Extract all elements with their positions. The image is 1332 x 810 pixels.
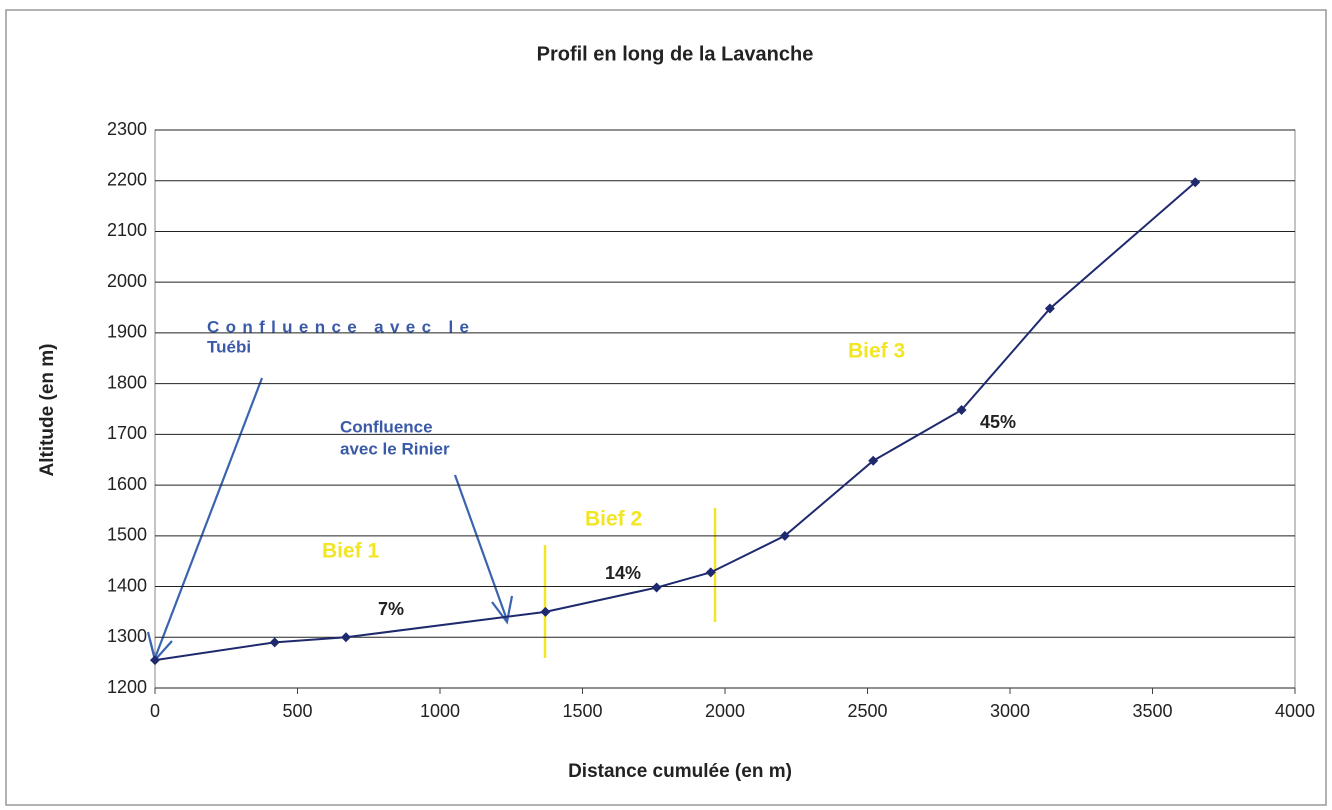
- y-tick-label: 1400: [107, 575, 147, 595]
- y-axis-title: Altitude (en m): [37, 344, 58, 477]
- x-tick-label: 2500: [847, 701, 887, 721]
- x-tick-label: 3000: [990, 701, 1030, 721]
- annotation: 7%: [378, 599, 404, 619]
- data-point: [956, 405, 967, 416]
- data-point: [340, 632, 351, 643]
- annotation: Bief 1: [322, 540, 380, 563]
- y-tick-label: 1900: [107, 322, 147, 342]
- annotation: Bief 3: [848, 340, 905, 363]
- bief-separators: [543, 508, 717, 658]
- x-tick-label: 500: [282, 701, 312, 721]
- x-tick-label: 2000: [705, 701, 745, 721]
- data-point: [779, 530, 790, 541]
- y-tick-label: 1500: [107, 525, 147, 545]
- annotation: Bief 2: [585, 508, 642, 531]
- y-tick-label: 2300: [107, 119, 147, 139]
- x-tick-label: 0: [150, 701, 160, 721]
- y-tick-label: 1800: [107, 372, 147, 392]
- y-tick-label: 1200: [107, 677, 147, 697]
- annotation: Tuébi: [207, 337, 251, 356]
- x-axis-title: Distance cumulée (en m): [568, 761, 792, 782]
- y-tick-label: 1300: [107, 626, 147, 646]
- data-point: [868, 455, 879, 466]
- x-tick-label: 4000: [1275, 701, 1315, 721]
- y-tick-label: 1700: [107, 423, 147, 443]
- x-tick-label: 1500: [562, 701, 602, 721]
- annotation: 14%: [605, 563, 641, 583]
- x-tick-label: 3500: [1132, 701, 1172, 721]
- data-point: [540, 606, 551, 617]
- y-tick-label: 1600: [107, 474, 147, 494]
- data-point: [1044, 303, 1055, 314]
- chart-frame: [5, 9, 1327, 806]
- annotation: Confluence avec le: [207, 317, 469, 336]
- annotation: avec le Rinier: [340, 439, 450, 458]
- data-point: [150, 655, 160, 666]
- data-point: [651, 582, 662, 593]
- data-point: [269, 637, 280, 648]
- y-tick-label: 2100: [107, 220, 147, 240]
- annotation: 45%: [980, 412, 1016, 432]
- data-point: [705, 567, 716, 578]
- x-tick-label: 1000: [420, 701, 460, 721]
- y-tick-label: 2200: [107, 169, 147, 189]
- annotation: Confluence: [340, 417, 433, 436]
- chart-title: Profil en long de la Lavanche: [537, 43, 814, 65]
- y-tick-label: 2000: [107, 271, 147, 291]
- arrows: [146, 377, 514, 663]
- data-point: [1190, 177, 1201, 188]
